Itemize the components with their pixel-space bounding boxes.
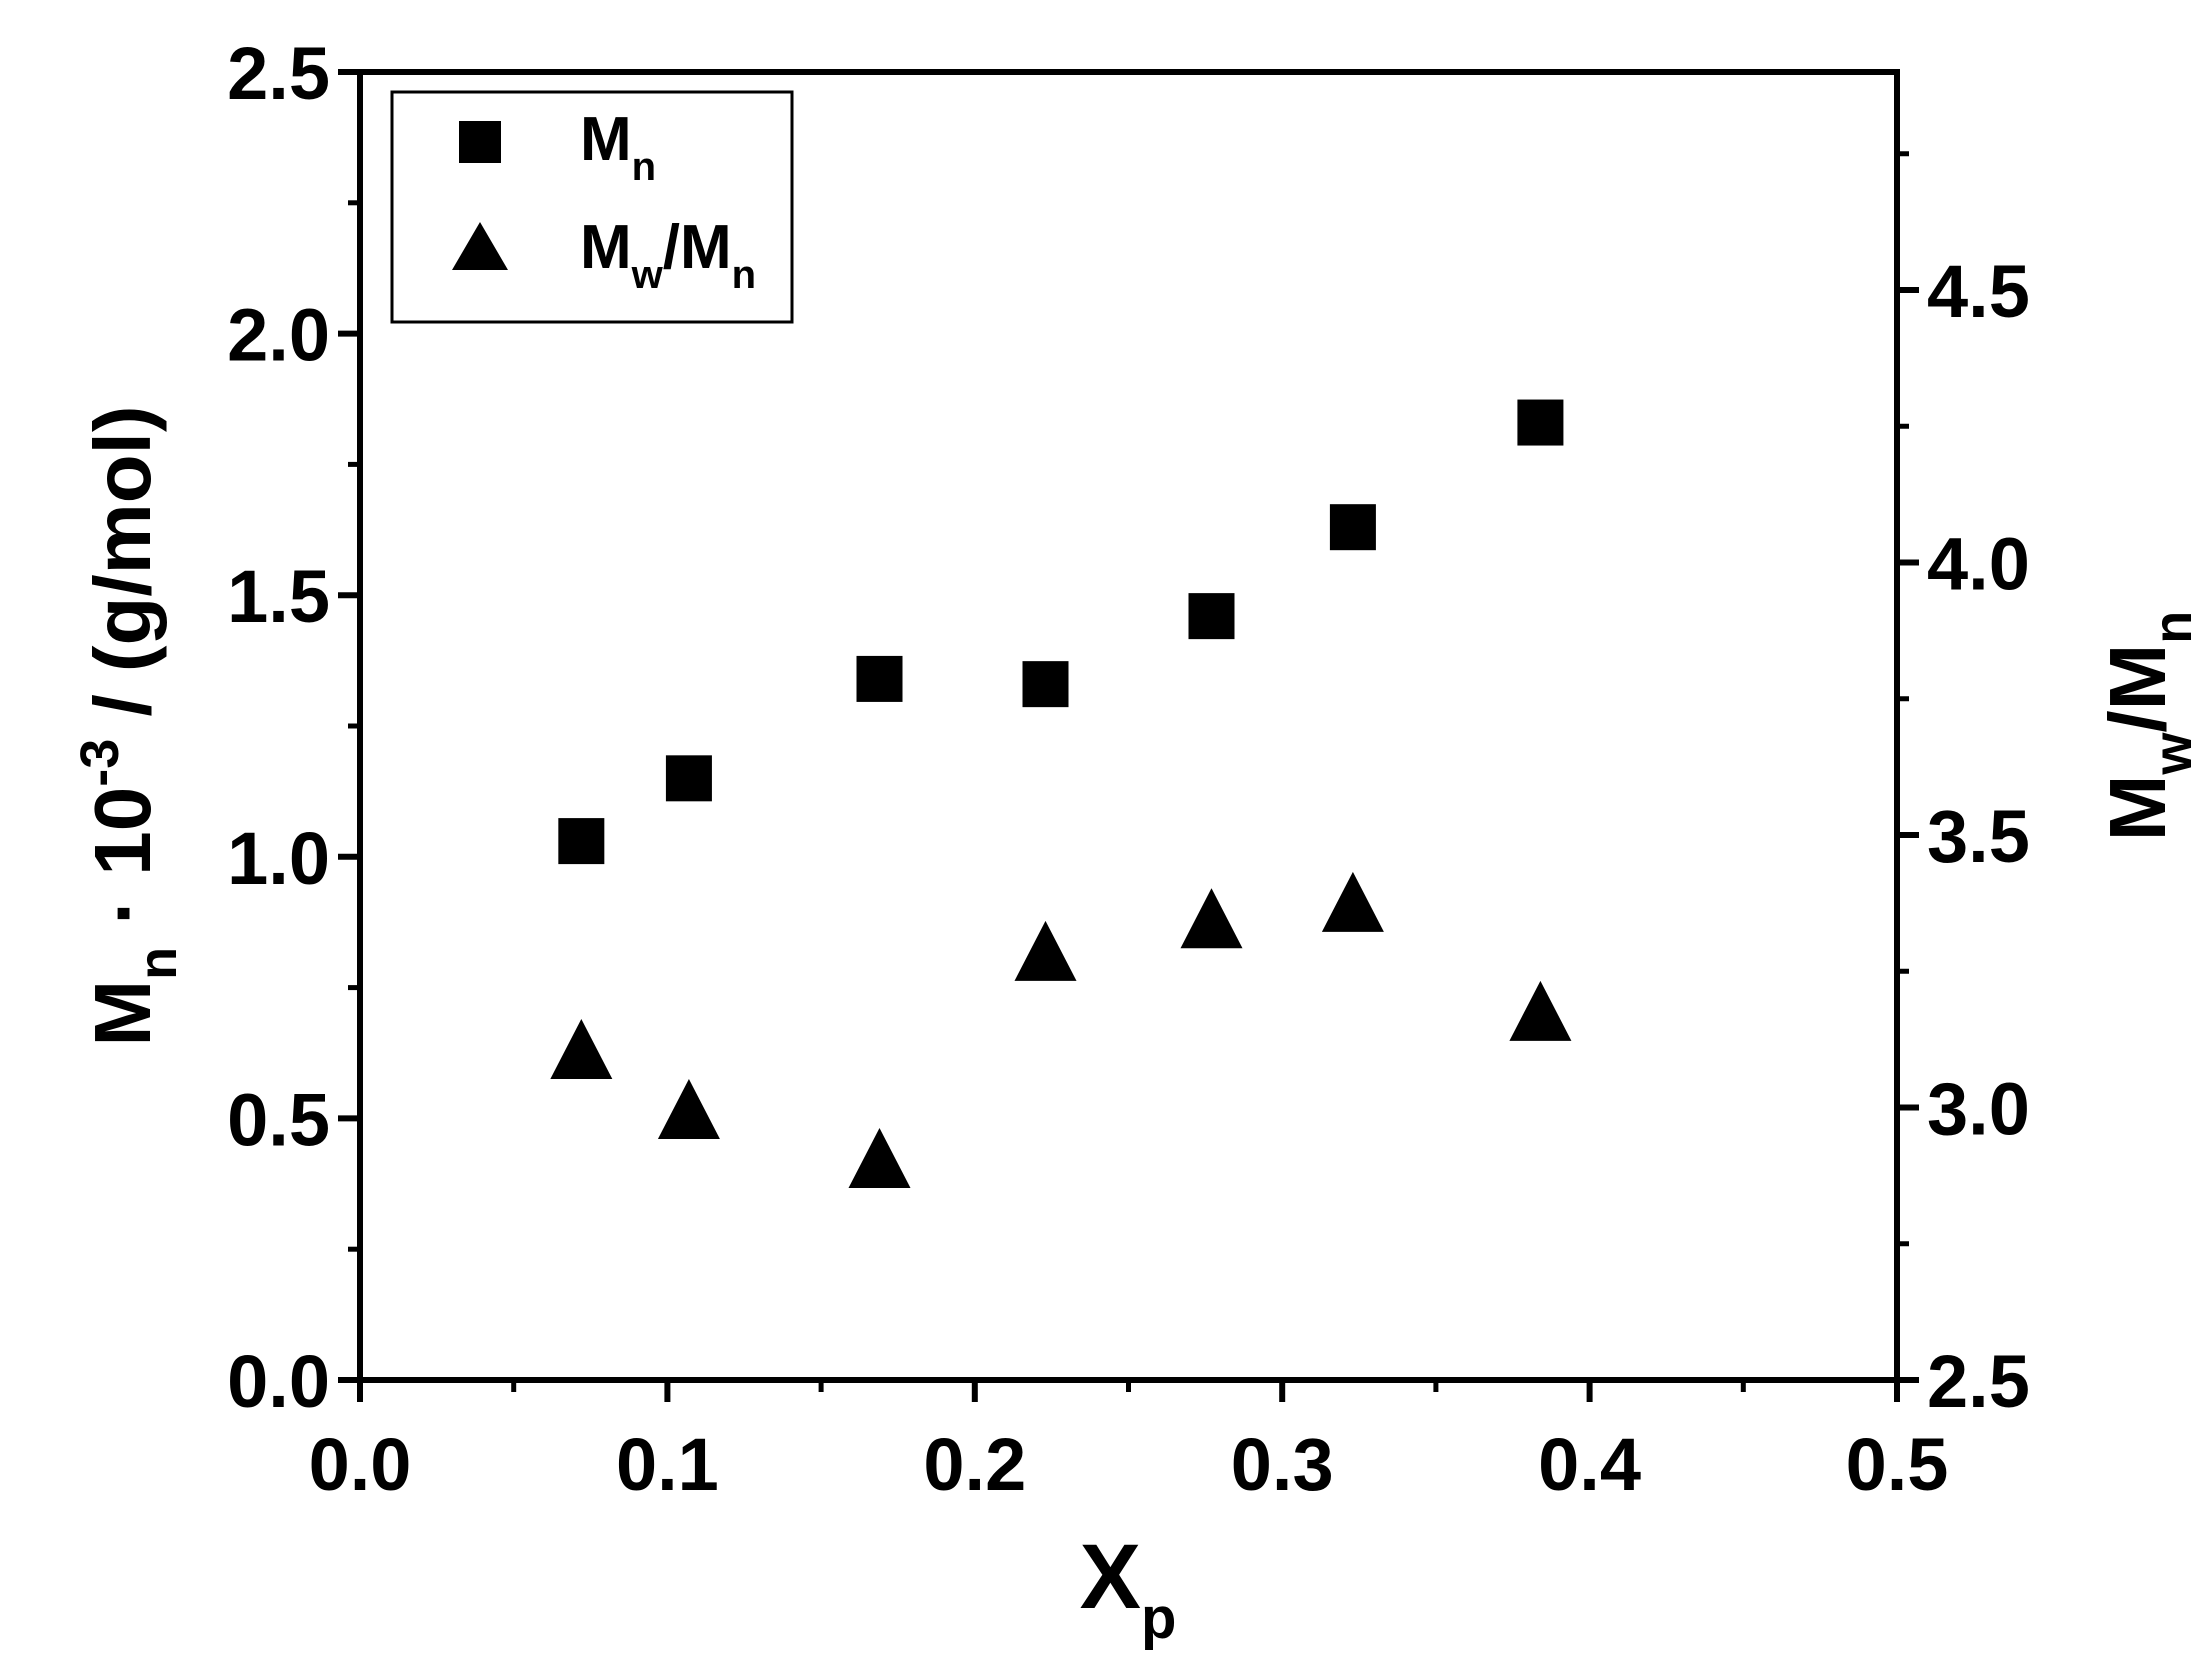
- mn-square-point: [1329, 504, 1376, 551]
- y-left-tick-label: 0.5: [227, 1078, 330, 1161]
- legend-label-mn: Mn: [580, 105, 656, 189]
- y-right-tick-label: 4.0: [1927, 523, 2030, 606]
- y-right-title-sub: w: [2143, 732, 2193, 776]
- y-right-tick-label: 3.5: [1927, 795, 2030, 878]
- mwmn-triangle-point: [1014, 920, 1077, 981]
- mn-square-point: [1188, 593, 1235, 640]
- y-right-tick-label: 3.0: [1927, 1068, 2030, 1151]
- legend: Mn Mw/Mn: [390, 90, 794, 324]
- x-axis-ticks: 0.0 0.1 0.2 0.3 0.4 0.5: [309, 1380, 1949, 1506]
- y-left-tick-label: 1.0: [227, 817, 330, 900]
- mwmn-triangle-point: [1180, 888, 1243, 949]
- y-right-axis-title: Mw/Mn: [2093, 611, 2193, 842]
- x-tick-label: 0.2: [923, 1423, 1026, 1506]
- data-markers: [550, 399, 1572, 1188]
- y-left-title-end: / (g/mol): [78, 405, 167, 738]
- y-right-tick-label: 2.5: [1927, 1340, 2030, 1423]
- y-left-tick-label: 2.5: [227, 32, 330, 115]
- mwmn-triangle-point: [1321, 871, 1384, 932]
- legend-mwmn-sub2: n: [732, 253, 756, 297]
- y-left-tick-label: 1.5: [227, 555, 330, 638]
- legend-triangle-marker: [452, 222, 508, 270]
- mn-square-point: [856, 655, 903, 702]
- y-left-tick-label: 0.0: [227, 1340, 330, 1423]
- mwmn-triangle-point: [550, 1019, 613, 1079]
- legend-box: [390, 90, 794, 324]
- mn-square-point: [1517, 399, 1564, 446]
- x-axis-title: Xp: [1080, 1526, 1177, 1651]
- y-left-axis-ticks: 0.0 0.5 1.0 1.5 2.0 2.5: [227, 32, 360, 1423]
- legend-square-marker: [459, 121, 501, 163]
- y-right-title-mid: /M: [2093, 644, 2182, 733]
- y-right-title-sub2: n: [2143, 611, 2193, 644]
- y-left-title-sup: -3: [70, 739, 130, 787]
- mwmn-triangle-point: [657, 1078, 720, 1139]
- y-right-tick-label: 4.5: [1927, 250, 2030, 333]
- x-tick-label: 0.1: [616, 1423, 719, 1506]
- mn-square-point: [558, 818, 605, 865]
- legend-mn-sub: n: [632, 145, 656, 189]
- y-left-title-mid: · 10: [78, 787, 167, 947]
- legend-mwmn-mid: /M: [663, 213, 732, 282]
- legend-label-mwmn: Mw/Mn: [580, 213, 756, 297]
- y-left-title-sub: n: [128, 947, 188, 980]
- y-right-title-main: M: [2093, 775, 2182, 842]
- legend-mwmn-main: M: [580, 213, 632, 282]
- x-tick-label: 0.3: [1231, 1423, 1334, 1506]
- y-left-axis-title: Mn · 10-3 / (g/mol): [70, 405, 188, 1046]
- y-left-tick-label: 2.0: [227, 294, 330, 377]
- x-tick-label: 0.5: [1846, 1423, 1949, 1506]
- mwmn-triangle-point: [848, 1128, 911, 1188]
- y-left-title-main: M: [78, 980, 167, 1047]
- mwmn-triangle-point: [1509, 980, 1572, 1041]
- x-tick-label: 0.4: [1538, 1423, 1641, 1506]
- y-right-axis-ticks: 2.5 3.0 3.5 4.0 4.5: [1897, 151, 2030, 1423]
- legend-mwmn-sub: w: [631, 253, 664, 297]
- x-axis-title-sub: p: [1141, 1586, 1176, 1651]
- mn-square-point: [665, 755, 712, 802]
- x-axis-title-main: X: [1080, 1526, 1141, 1628]
- legend-mn-main: M: [580, 105, 632, 174]
- x-tick-label: 0.0: [309, 1423, 412, 1506]
- mn-square-point: [1022, 661, 1069, 708]
